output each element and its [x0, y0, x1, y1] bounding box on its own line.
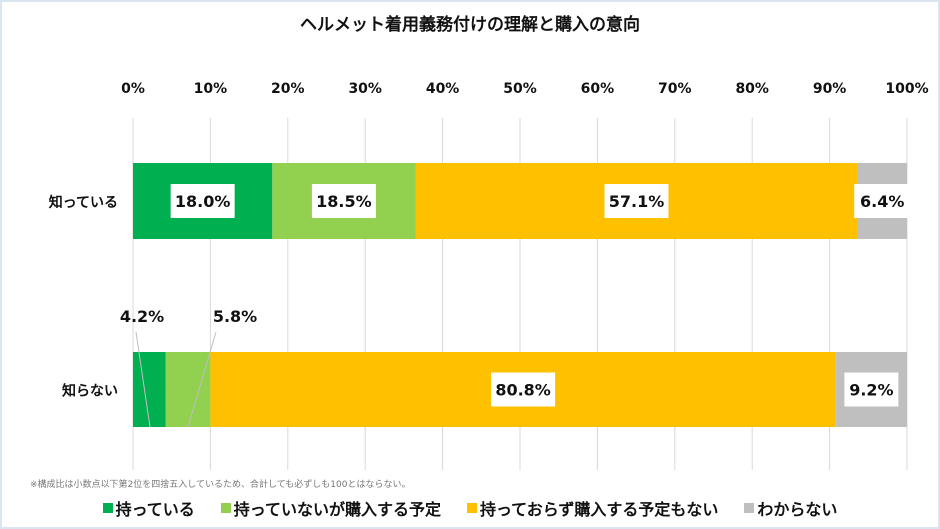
data-label: 18.0%: [175, 192, 231, 211]
x-tick-label: 10%: [194, 81, 228, 97]
data-label: 57.1%: [609, 192, 665, 211]
x-tick-label: 20%: [271, 81, 305, 97]
footnote: ※構成比は小数点以下第2位を四捨五入しているため、合計しても必ずしも100とはな…: [30, 480, 411, 490]
x-tick-label: 90%: [813, 81, 847, 97]
x-tick-label: 80%: [735, 81, 769, 97]
data-label-box: [844, 372, 899, 407]
data-label-box: [311, 184, 376, 218]
legend-label: わからない: [757, 500, 838, 519]
legend-label: 持っている: [115, 500, 195, 519]
data-label-box: [491, 372, 556, 407]
category-label: 知っている: [49, 194, 118, 211]
data-label: 80.8%: [495, 381, 551, 400]
legend-swatch: [466, 503, 477, 513]
legend-item: 持っていないが購入する予定: [220, 496, 441, 520]
data-label: 5.8%: [213, 307, 257, 326]
legend-item: 持っている: [102, 496, 195, 520]
x-tick-label: 30%: [348, 81, 382, 97]
legend-item: 持っておらず購入する予定もない: [466, 496, 719, 520]
data-label: 4.2%: [120, 307, 164, 326]
bar-segment: [165, 352, 211, 427]
legend-item: わからない: [744, 496, 837, 520]
data-label: 9.2%: [849, 381, 893, 400]
x-tick-label: 50%: [503, 81, 537, 97]
legend-swatch: [220, 503, 231, 513]
data-label-box: [604, 184, 669, 218]
legend-label: 持っておらず購入する予定もない: [479, 500, 719, 519]
x-tick-label: 40%: [426, 81, 460, 97]
data-label: 6.4%: [860, 192, 904, 211]
legend: 持っている 持っていないが購入する予定 持っておらず購入する予定もない わからない: [0, 496, 940, 520]
leader-line: [187, 331, 217, 428]
x-tick-label: 0%: [121, 81, 145, 97]
leader-line: [135, 331, 151, 428]
legend-swatch: [744, 503, 755, 513]
x-tick-label: 70%: [658, 81, 692, 97]
data-label-box: [854, 184, 911, 218]
chart-title: ヘルメット着用義務付けの理解と購入の意向: [300, 14, 640, 35]
legend-label: 持っていないが購入する予定: [233, 500, 441, 519]
bar-segment: [133, 352, 166, 427]
x-tick-label: 60%: [581, 81, 615, 97]
legend-swatch: [102, 503, 113, 513]
x-tick-label: 100%: [885, 81, 928, 97]
category-label: 知らない: [62, 383, 118, 400]
data-label-box: [170, 184, 235, 218]
data-label: 18.5%: [316, 192, 372, 211]
